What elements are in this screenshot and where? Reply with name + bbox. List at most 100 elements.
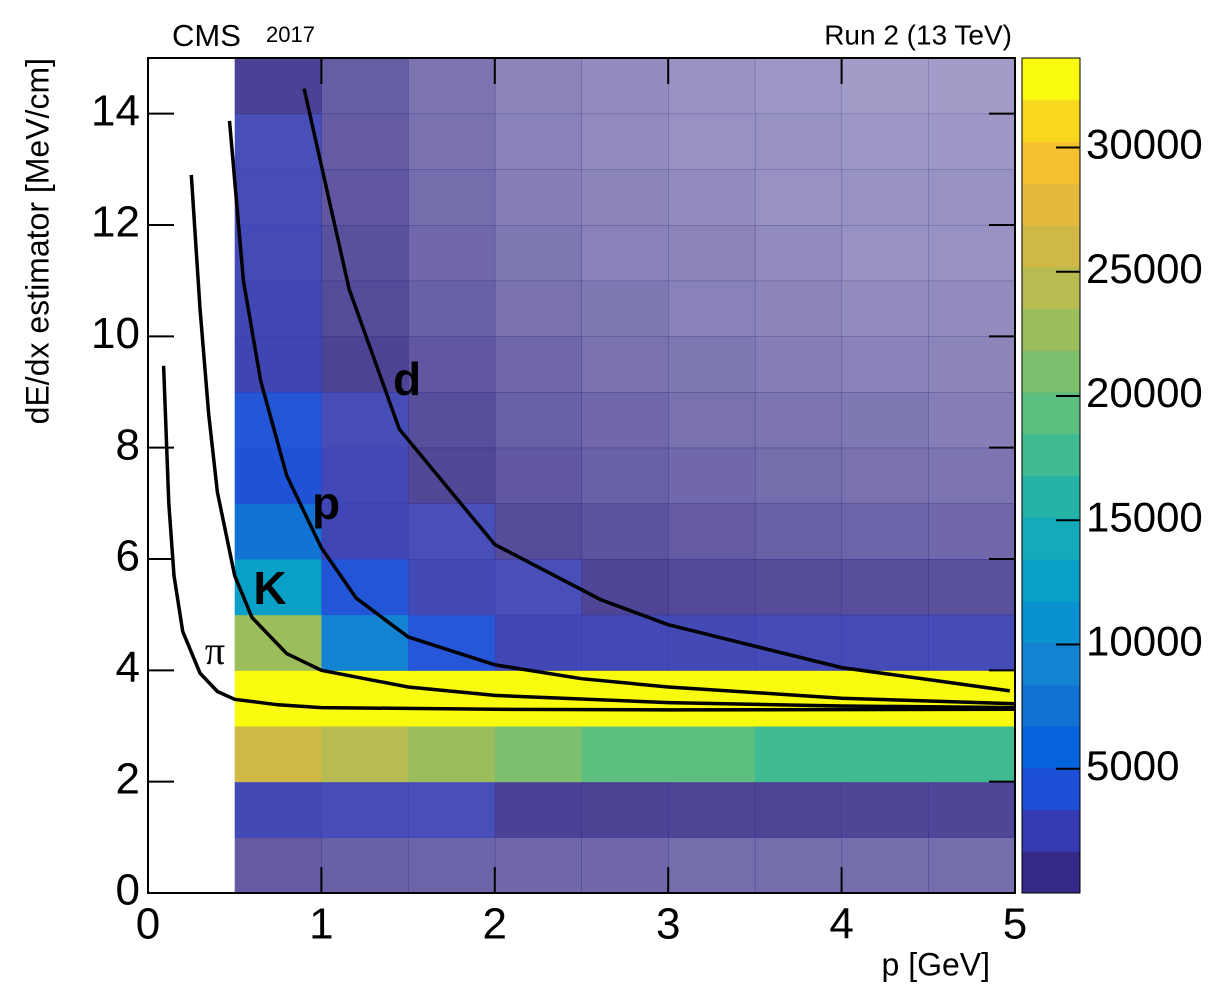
curve-label: K (253, 562, 286, 614)
heat-cell (494, 837, 582, 894)
heat-cell (234, 726, 322, 783)
heat-cell (408, 280, 496, 337)
heat-cell (581, 837, 669, 894)
heat-cell (494, 113, 582, 170)
heat-cell (841, 837, 929, 894)
heat-cell (408, 169, 496, 226)
y-tick-label: 4 (116, 643, 140, 692)
heat-cell (234, 559, 322, 616)
x-tick-label: 3 (656, 900, 680, 949)
heat-cell (581, 113, 669, 170)
heat-cell (494, 58, 582, 115)
heat-cell (928, 169, 1016, 226)
heat-cell (494, 614, 582, 671)
heat-cell (928, 781, 1016, 838)
heat-cell (928, 614, 1016, 671)
heat-cell (581, 392, 669, 449)
heat-cell (234, 169, 322, 226)
heat-cell (321, 113, 409, 170)
colorbar-band (1022, 433, 1080, 476)
heat-cell (668, 447, 756, 504)
heat-cell (234, 670, 322, 727)
heat-cell (494, 447, 582, 504)
heat-cell (754, 837, 843, 894)
heat-cell (408, 726, 496, 783)
x-tick-label: 0 (136, 900, 160, 949)
x-tick-label: 1 (309, 900, 333, 949)
heat-cell (841, 781, 929, 838)
heat-cell (928, 392, 1016, 449)
plot-frame (147, 57, 1016, 894)
heat-cell (668, 169, 756, 226)
heat-cell (494, 781, 582, 838)
heat-cell (841, 614, 929, 671)
heat-cell (668, 392, 756, 449)
colorbar-band (1022, 684, 1080, 727)
heat-cell (668, 837, 756, 894)
chart-title: CMS (172, 18, 241, 53)
heat-cell (581, 614, 669, 671)
colorbar-tick-label: 20000 (1086, 369, 1203, 416)
heat-cell (841, 559, 929, 616)
heat-cell (408, 559, 496, 616)
heat-cell (754, 58, 843, 115)
heat-cell (408, 58, 496, 115)
colorbar-band (1022, 809, 1080, 852)
x-tick-label: 5 (1003, 900, 1027, 949)
y-tick-label: 0 (116, 866, 140, 915)
x-axis-title: p [GeV] (882, 946, 991, 982)
heat-cell (234, 336, 322, 393)
heat-cell (754, 225, 843, 282)
y-tick-label: 10 (91, 309, 140, 358)
heat-cell (754, 614, 843, 671)
heat-cell (928, 336, 1016, 393)
curve-label: p (312, 477, 340, 529)
heat-cell (668, 559, 756, 616)
heat-cell (928, 280, 1016, 337)
heat-cell (668, 280, 756, 337)
colorbar-band (1022, 851, 1080, 894)
heat-cell (668, 670, 756, 727)
colorbar-band (1022, 99, 1080, 142)
curve-label: π (205, 628, 225, 673)
heat-cell (928, 447, 1016, 504)
heat-cell (494, 726, 582, 783)
y-tick-label: 8 (116, 420, 140, 469)
heat-cell (668, 225, 756, 282)
y-tick-label: 12 (91, 198, 140, 247)
colorbar-band (1022, 517, 1080, 560)
x-tick-label: 4 (829, 900, 853, 949)
heat-cell (928, 837, 1016, 894)
heat-cell (581, 169, 669, 226)
heat-cell (841, 225, 929, 282)
heat-cell (841, 726, 929, 783)
heat-cell (494, 169, 582, 226)
heat-cell (408, 670, 496, 727)
heat-cell (321, 225, 409, 282)
curve (227, 120, 1016, 706)
heat-cell (581, 781, 669, 838)
heat-cell (321, 503, 409, 560)
heat-cell (234, 447, 322, 504)
heat-cell (408, 837, 496, 894)
heat-cell (408, 781, 496, 838)
heat-cell (928, 503, 1016, 560)
heat-cell (321, 837, 409, 894)
colorbar-tick-label: 10000 (1086, 618, 1203, 665)
y-tick-label: 2 (116, 754, 140, 803)
heat-cell (408, 503, 496, 560)
heat-cell (841, 113, 929, 170)
heat-cell (754, 447, 843, 504)
heat-cell (668, 781, 756, 838)
heat-cell (581, 225, 669, 282)
colorbar-tick-label: 25000 (1086, 245, 1203, 292)
heat-cell (321, 447, 409, 504)
heat-cell (321, 336, 409, 393)
energy-label: Run 2 (13 TeV) (824, 19, 1012, 50)
colorbar-band (1022, 600, 1080, 643)
heat-cell (668, 726, 756, 783)
heat-cell (321, 280, 409, 337)
heat-cell (754, 559, 843, 616)
heat-cell (754, 726, 843, 783)
